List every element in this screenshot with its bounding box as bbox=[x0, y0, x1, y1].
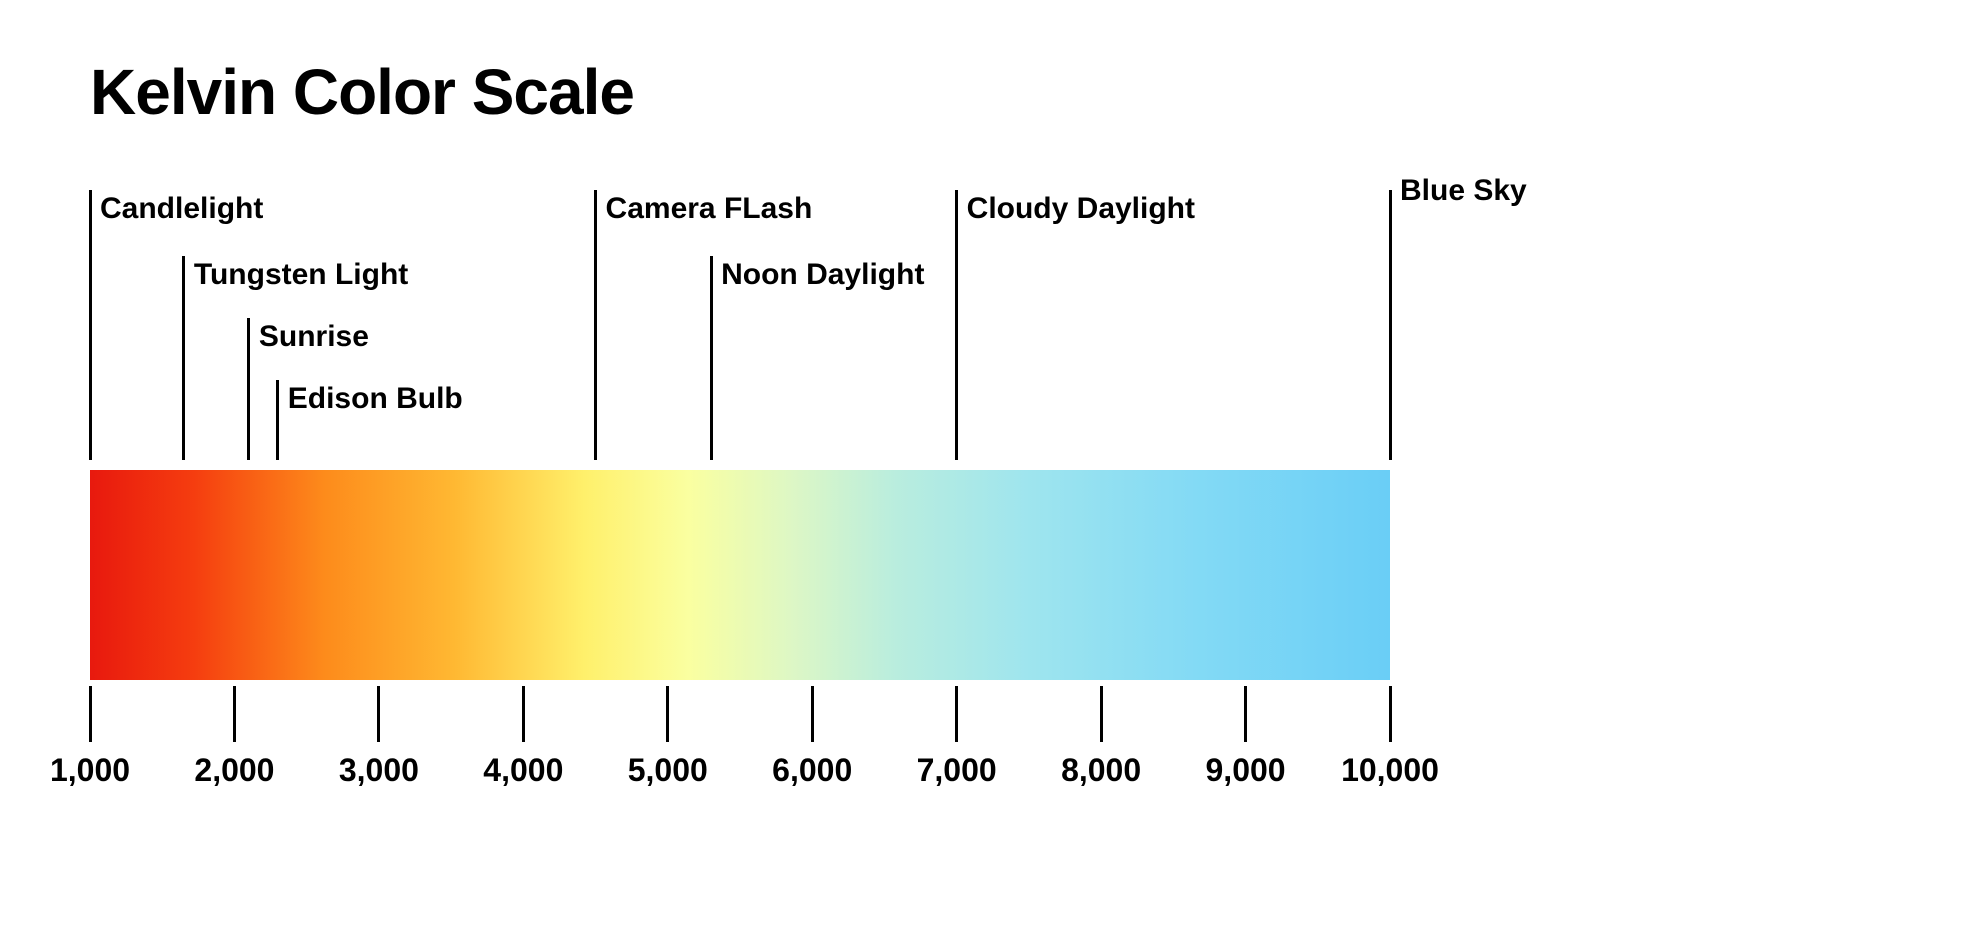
light-source-label: Cloudy Daylight bbox=[967, 192, 1195, 226]
kelvin-gradient-bar bbox=[90, 470, 1390, 680]
light-source-tick bbox=[182, 256, 185, 460]
light-source-label: Edison Bulb bbox=[288, 382, 463, 416]
light-source-tick bbox=[247, 318, 250, 460]
axis-tick-label: 7,000 bbox=[917, 752, 997, 789]
axis-tick-label: 9,000 bbox=[1206, 752, 1286, 789]
axis-tick-label: 2,000 bbox=[194, 752, 274, 789]
light-source-label: Candlelight bbox=[100, 192, 263, 226]
light-source-label: Camera FLash bbox=[606, 192, 813, 226]
light-source-label: Noon Daylight bbox=[721, 258, 924, 292]
axis-tick-label: 10,000 bbox=[1341, 752, 1439, 789]
axis-tick bbox=[1100, 686, 1103, 742]
light-source-label: Sunrise bbox=[259, 320, 369, 354]
axis-tick-label: 1,000 bbox=[50, 752, 130, 789]
axis-tick-label: 4,000 bbox=[483, 752, 563, 789]
axis-tick bbox=[1389, 686, 1392, 742]
axis-tick-label: 8,000 bbox=[1061, 752, 1141, 789]
light-source-tick bbox=[1389, 190, 1392, 460]
axis-tick-label: 6,000 bbox=[772, 752, 852, 789]
axis-tick bbox=[955, 686, 958, 742]
light-source-tick bbox=[89, 190, 92, 460]
light-source-tick bbox=[955, 190, 958, 460]
light-source-label: Blue Sky bbox=[1400, 174, 1527, 208]
axis-tick bbox=[377, 686, 380, 742]
light-source-label: Tungsten Light bbox=[194, 258, 408, 292]
axis-tick bbox=[666, 686, 669, 742]
axis-tick bbox=[522, 686, 525, 742]
axis-tick bbox=[89, 686, 92, 742]
axis-tick-label: 5,000 bbox=[628, 752, 708, 789]
light-source-tick bbox=[276, 380, 279, 460]
light-source-tick bbox=[710, 256, 713, 460]
diagram-title: Kelvin Color Scale bbox=[90, 55, 634, 129]
axis-tick bbox=[233, 686, 236, 742]
axis-tick bbox=[1244, 686, 1247, 742]
axis-tick bbox=[811, 686, 814, 742]
axis-tick-label: 3,000 bbox=[339, 752, 419, 789]
light-source-tick bbox=[594, 190, 597, 460]
